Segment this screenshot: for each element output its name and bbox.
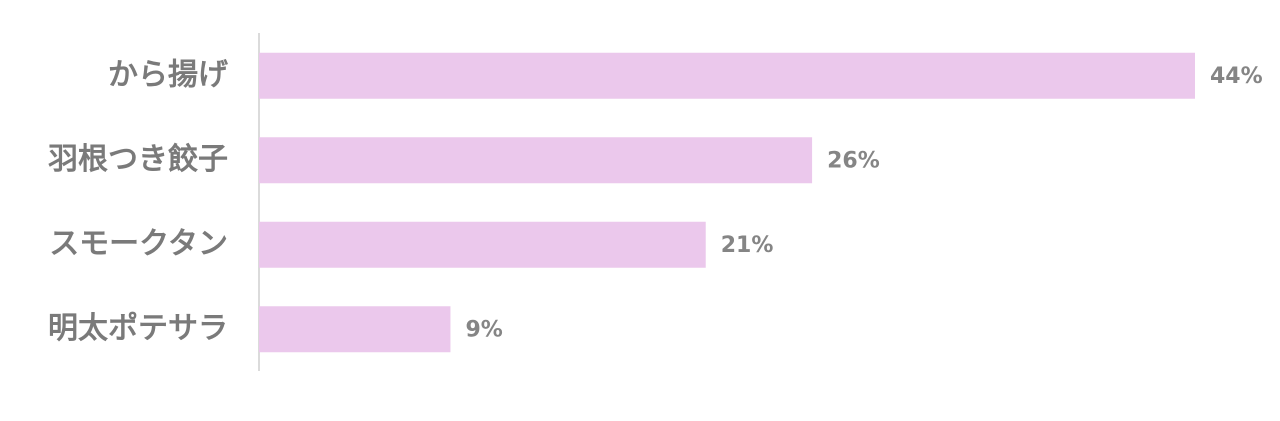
value-label: 26% [827, 148, 880, 173]
bar [259, 306, 451, 353]
category-label: 明太ポテサラ [48, 311, 228, 346]
category-label: から揚げ [108, 57, 229, 92]
category-label: 羽根つき餃子 [48, 142, 228, 177]
value-label: 44% [1210, 64, 1263, 89]
value-label: 21% [721, 233, 774, 258]
bar [259, 221, 706, 268]
bar [259, 52, 1195, 99]
value-label: 9% [465, 317, 502, 342]
category-label: スモークタン [49, 226, 228, 261]
bar [259, 137, 813, 184]
